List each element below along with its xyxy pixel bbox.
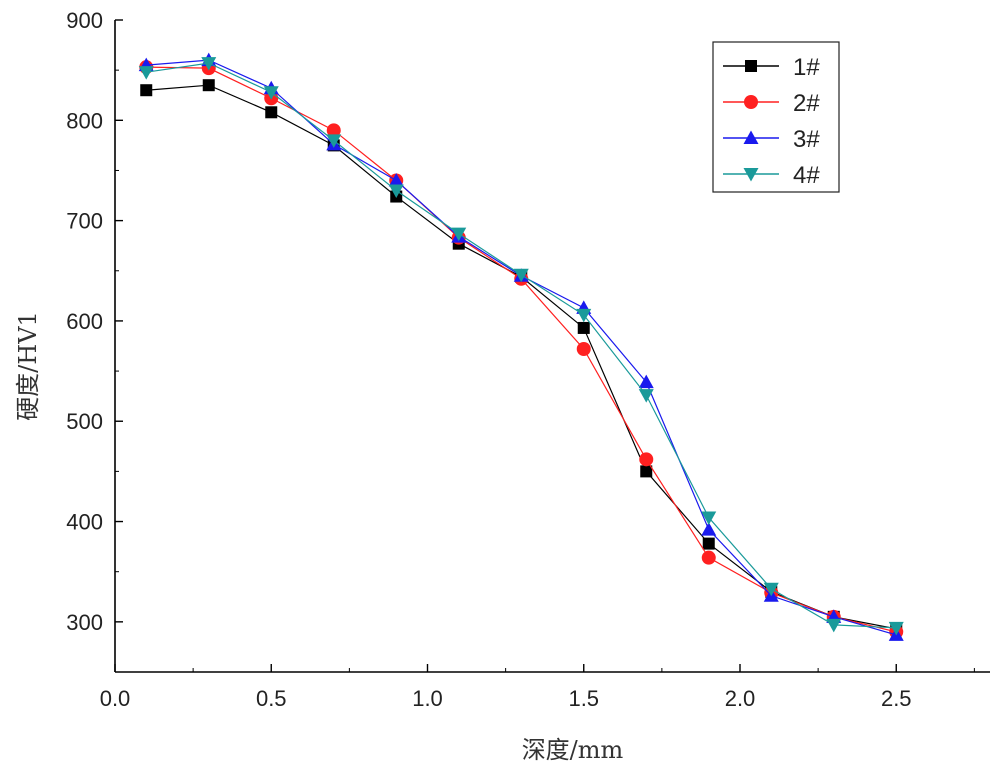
marker-circle [701,550,716,565]
x-tick-label: 2.5 [881,686,912,711]
y-tick-label: 300 [66,610,103,635]
x-axis-title: 深度/mm [522,736,624,764]
marker-triangle-up [638,374,654,389]
marker-square [640,465,653,478]
x-tick-label: 1.0 [412,686,443,711]
marker-triangle-down [763,582,779,597]
legend-label: 2# [793,90,820,117]
legend-item-1: 1# [723,54,820,81]
marker-triangle-down [451,227,467,242]
marker-square [202,79,215,92]
marker-triangle-up [743,130,759,144]
marker-triangle-down [743,168,759,182]
marker-square [702,537,715,550]
x-tick-label: 0.5 [256,686,287,711]
x-tick-label: 1.5 [568,686,599,711]
legend-label: 4# [793,162,820,189]
x-tick-label: 2.0 [725,686,756,711]
y-tick-label: 600 [66,309,103,334]
x-tick-labels: 0.0 0.5 1.0 1.5 2.0 2.5 [100,686,912,711]
marker-square [265,106,278,119]
legend-label: 3# [793,126,820,153]
y-axis-title: 硬度/HV1 [14,311,42,421]
marker-triangle-up [701,522,717,536]
marker-triangle-down [826,618,842,633]
marker-triangle-down [638,389,654,403]
marker-circle [639,452,654,467]
legend-box [712,41,840,193]
marker-triangle-down [201,57,217,71]
marker-triangle-down [701,511,717,526]
y-tick-labels: 300 400 500 600 700 800 900 [66,8,103,635]
marker-square [745,60,757,72]
y-tick-label: 800 [66,108,103,133]
y-tick-label: 700 [66,209,103,234]
marker-circle [576,342,591,357]
series-4 [138,57,904,636]
legend-label: 1# [793,54,820,81]
marker-circle [326,123,341,138]
marker-square [577,321,590,334]
marker-triangle-down [388,184,404,199]
axes [114,19,990,673]
y-tick-label: 400 [66,510,103,535]
marker-triangle-down [263,86,279,100]
y-tick-label: 500 [66,409,103,434]
marker-square [140,84,153,97]
marker-triangle-down [888,621,904,636]
marker-triangle-down [326,134,342,148]
marker-triangle-down [138,66,154,80]
legend-item-2: 2# [723,90,820,117]
y-tick-label: 900 [66,8,103,33]
marker-triangle-down [513,268,529,283]
x-tick-label: 0.0 [100,686,131,711]
series-layer [138,52,904,641]
legend-item-3: 3# [723,126,820,153]
marker-triangle-down [576,308,592,323]
marker-circle [744,95,758,109]
marker-triangle-up [388,172,404,187]
legend-item-4: 4# [723,162,820,189]
legend: 1# 2# 3# 4# [712,41,840,193]
